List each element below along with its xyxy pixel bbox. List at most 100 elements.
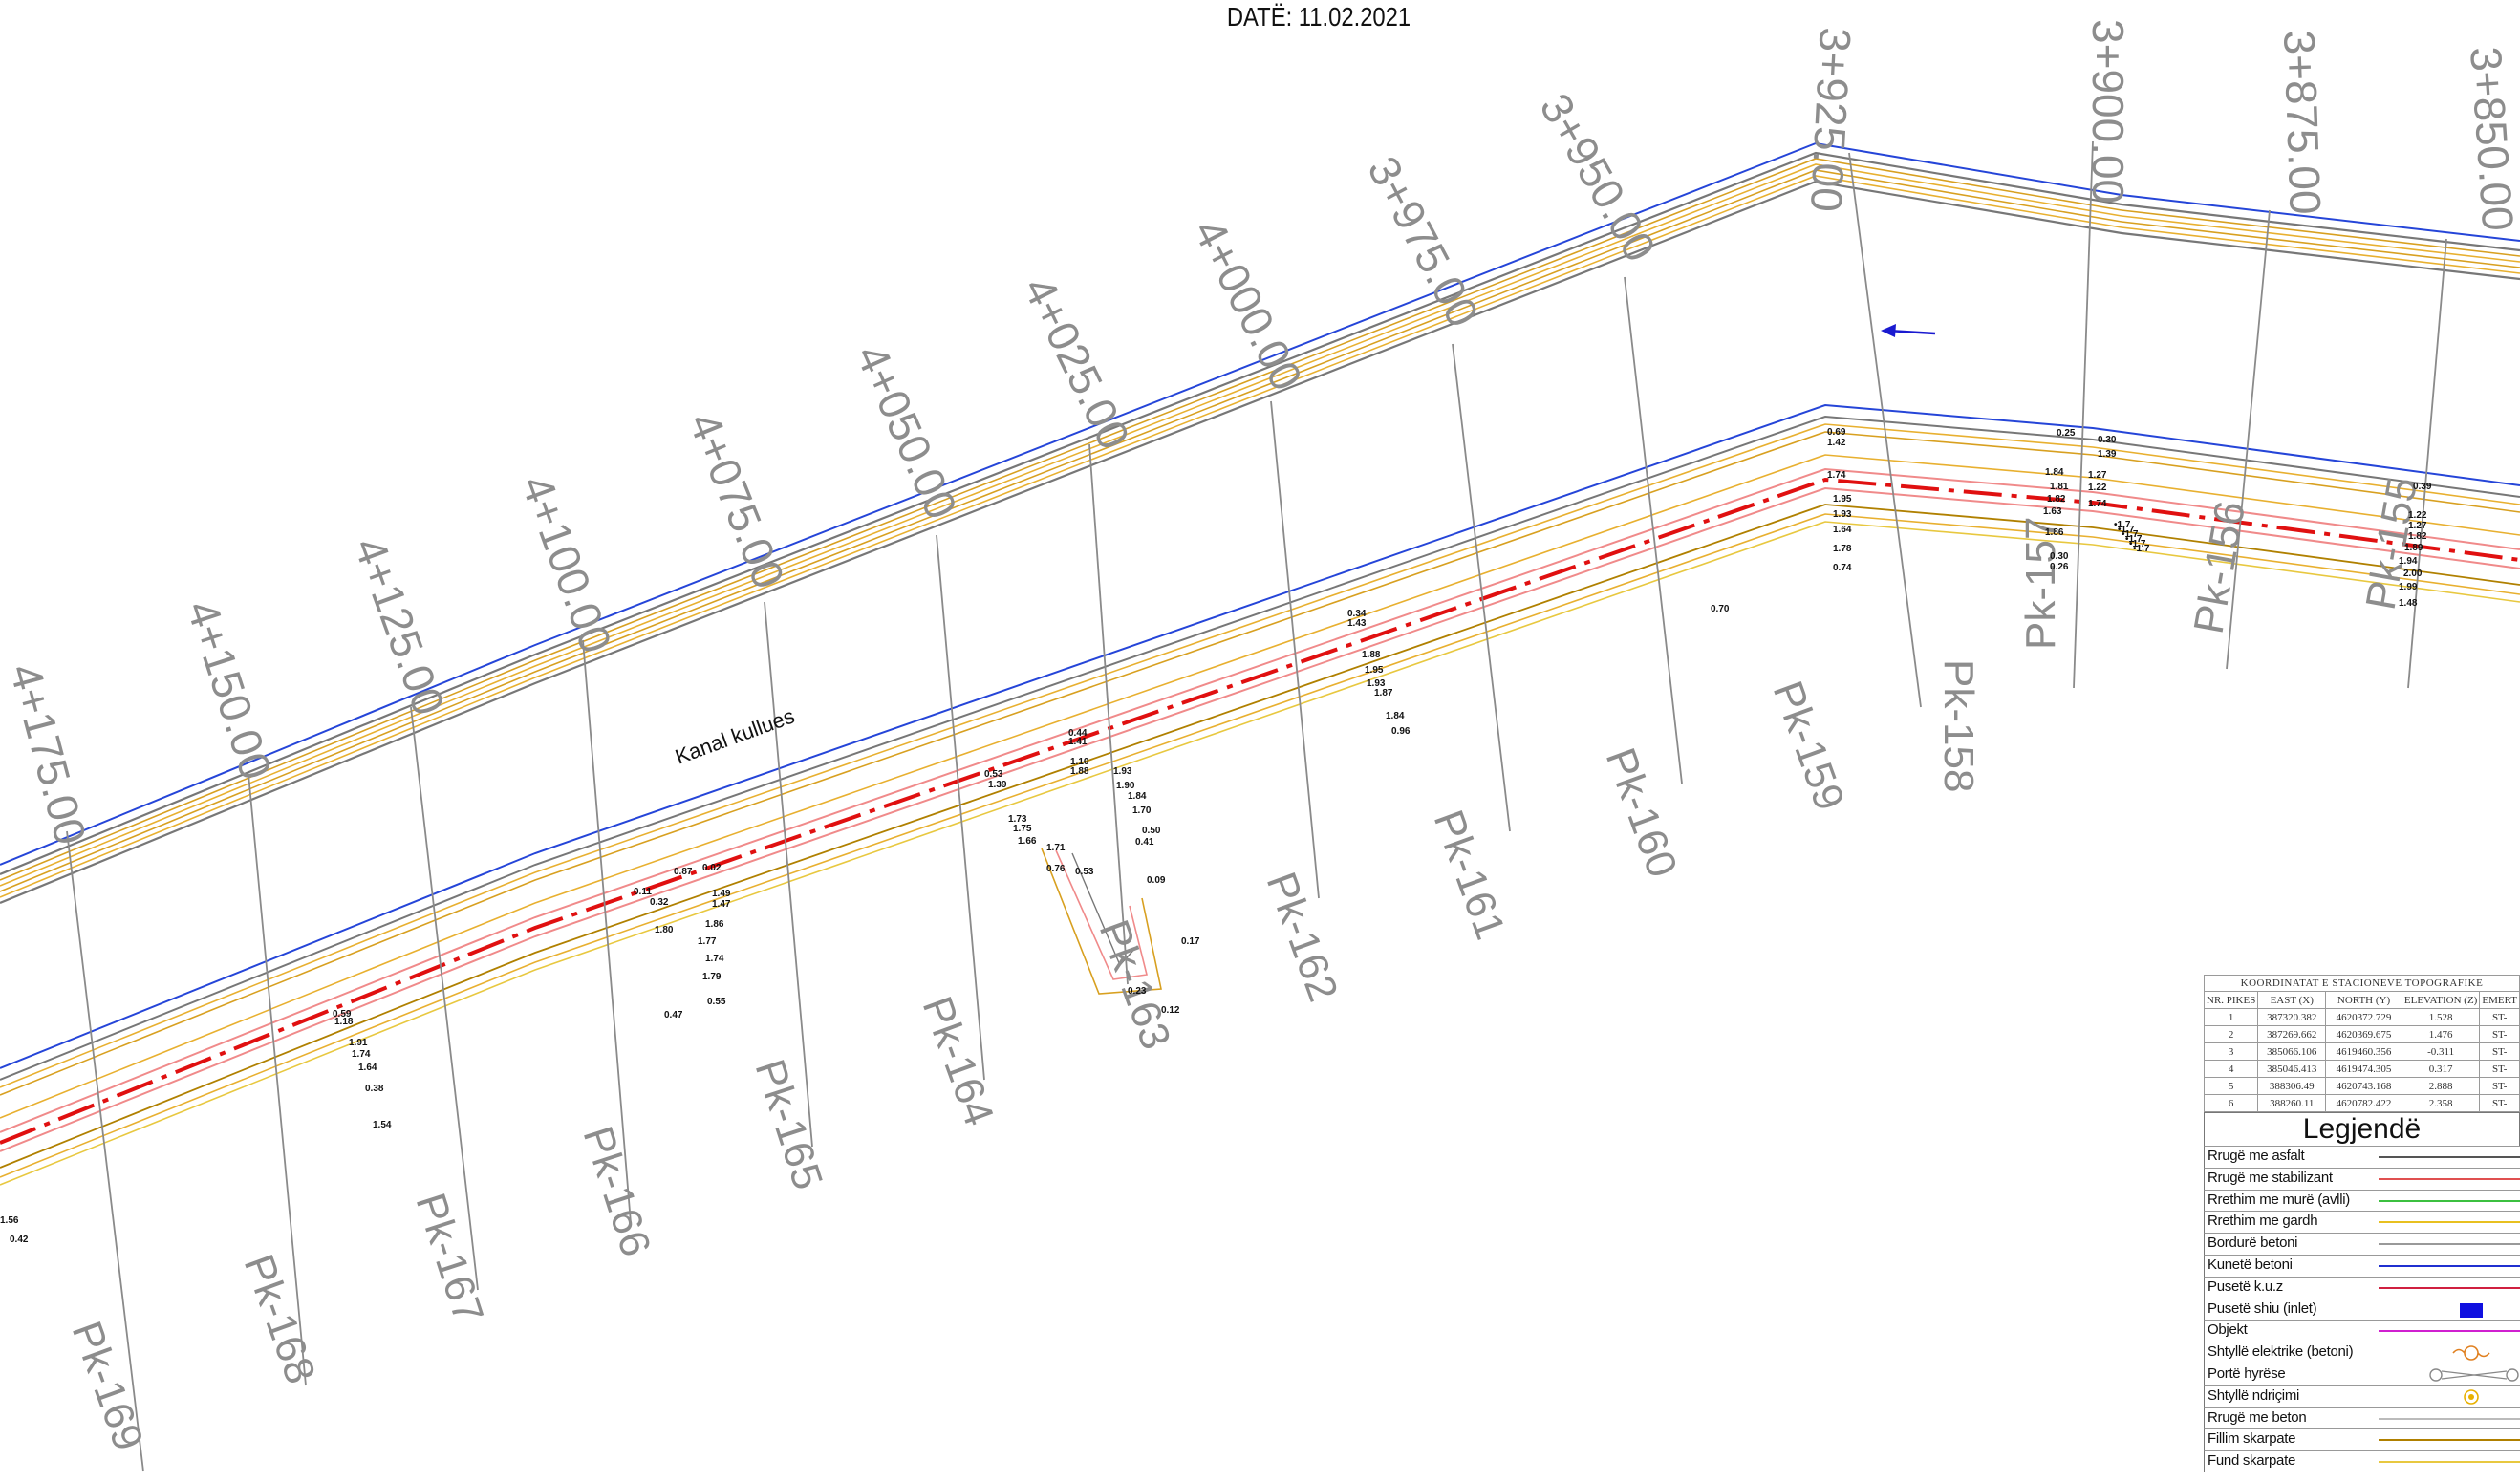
cross-section-lines xyxy=(66,140,2447,1472)
spot-elevation: 0.74 xyxy=(1833,563,1852,573)
station-cell: ST- xyxy=(2479,1042,2520,1061)
station-coordinates-table: KOORDINATAT E STACIONEVE TOPOGRAFIKE NR.… xyxy=(2203,975,2520,1112)
spot-elevation: 0.59 xyxy=(333,1009,352,1020)
station-row: 4 385046.413 4619474.305 0.317 ST- xyxy=(2203,1060,2520,1078)
upper-road-line xyxy=(0,180,2520,905)
spot-elevation: 1.86 xyxy=(2045,527,2064,538)
chainage-label: 4+100.00 xyxy=(512,469,622,659)
spot-elevation: 0.23 xyxy=(1128,986,1147,997)
chainage-label: 3+900.00 xyxy=(2083,19,2133,204)
cross-section-line xyxy=(2226,209,2271,670)
spot-elevation: 2.00 xyxy=(2403,569,2423,579)
legend-item-label: Kunetë betoni xyxy=(2208,1256,2293,1273)
header-name: EMERT xyxy=(2479,991,2520,1009)
cross-section-line xyxy=(1452,343,1511,832)
spot-elevation: 0.17 xyxy=(1181,936,1200,947)
station-cell: 4620369.675 xyxy=(2325,1025,2402,1043)
profile-label: Pk-156 xyxy=(2186,498,2254,637)
spot-elevation: 1.18 xyxy=(334,1017,354,1027)
legend-item: Shtyllë ndriçimi xyxy=(2204,1385,2520,1407)
spot-elevation: 1.27 xyxy=(2408,521,2427,531)
cross-section-line xyxy=(410,706,479,1291)
legend-item: Pusetë shiu (inlet) xyxy=(2204,1298,2520,1321)
gate-post-icon xyxy=(2429,1368,2443,1382)
upper-road-line xyxy=(0,169,2520,892)
spot-elevation: 0.50 xyxy=(1142,826,1161,836)
spot-elevation: 1.74 xyxy=(352,1049,371,1060)
spot-elevation: 0.39 xyxy=(2413,482,2432,492)
legend-item-label: Shtyllë ndriçimi xyxy=(2208,1386,2300,1404)
spot-elevation-cluster: •1.7 xyxy=(2125,534,2143,545)
spot-elevation-cluster: •1.7 xyxy=(2114,520,2131,530)
spot-elevation: 1.10 xyxy=(1070,757,1089,767)
chainage-label: 3+850.00 xyxy=(2461,45,2520,232)
cross-section-line xyxy=(1088,443,1129,985)
station-row: 3 385066.106 4619460.356 -0.311 ST- xyxy=(2203,1042,2520,1061)
legend-symbol-icon xyxy=(2379,1417,2520,1420)
lower-road-line xyxy=(0,521,2520,1186)
profile-label: Pk-160 xyxy=(1597,742,1687,884)
spot-elevation: 1.49 xyxy=(712,889,731,899)
spot-elevation: 0.02 xyxy=(702,863,722,873)
cross-section-line xyxy=(936,534,985,1081)
legend-item-label: Objekt xyxy=(2208,1321,2248,1339)
legend-item-label: Bordurë betoni xyxy=(2208,1235,2298,1252)
profile-label: Pk-163 xyxy=(1090,914,1180,1056)
spot-elevation: 0.30 xyxy=(2050,551,2069,562)
legend-item-label: Rrethim me gardh xyxy=(2208,1213,2318,1230)
station-cell: 2.888 xyxy=(2401,1077,2481,1095)
spot-elevation: 1.91 xyxy=(349,1038,368,1048)
profile-label: Pk-169 xyxy=(63,1316,153,1457)
station-row: 5 388306.49 4620743.168 2.888 ST- xyxy=(2203,1077,2520,1095)
spot-elevation-cluster: •1.7 xyxy=(2133,544,2150,554)
upper-road-line xyxy=(0,163,2520,887)
legend-symbol-icon xyxy=(2379,1243,2520,1246)
spot-elevation: 0.26 xyxy=(2050,562,2069,572)
spot-elevation: 1.71 xyxy=(1046,843,1066,853)
spot-elevation: 1.89 xyxy=(2404,543,2423,553)
legend-symbol-icon xyxy=(2379,1264,2520,1267)
header-north: NORTH (Y) xyxy=(2325,991,2402,1009)
legend-panel: Legjendë Rrugë me asfalt Rrugë me stabili… xyxy=(2204,1112,2520,1472)
flow-direction-arrowhead xyxy=(1881,324,1896,337)
chainage-label: 4+000.00 xyxy=(1184,211,1312,398)
spot-elevation: 1.56 xyxy=(0,1215,19,1226)
spot-elevation: 0.34 xyxy=(1347,609,1367,619)
spot-elevation-cluster: •1.7 xyxy=(2122,529,2139,540)
station-cell: 3 xyxy=(2203,1042,2259,1061)
chainage-label: 3+925.00 xyxy=(1801,26,1861,213)
spot-elevation: 1.84 xyxy=(1128,791,1147,802)
spot-elevation-cluster: •1.7 xyxy=(2118,525,2135,535)
legend-item: Objekt xyxy=(2204,1320,2520,1342)
spot-elevation: 0.42 xyxy=(10,1235,29,1245)
spot-elevation: 0.25 xyxy=(2057,428,2076,439)
spot-elevation: 1.39 xyxy=(988,780,1007,790)
legend-item: Pusetë k.u.z xyxy=(2204,1276,2520,1299)
legend-item: Fund skarpate xyxy=(2204,1450,2520,1472)
spot-elevation: 1.70 xyxy=(1132,805,1152,816)
station-cell: 1.476 xyxy=(2401,1025,2481,1043)
station-cell: 1 xyxy=(2203,1008,2259,1026)
drawing-date: DATË: 11.02.2021 xyxy=(1226,2,1411,32)
spot-elevation: 1.73 xyxy=(1008,814,1027,825)
profile-label: Pk-159 xyxy=(1764,676,1854,817)
upper-road-line xyxy=(0,158,2520,881)
profile-label: Pk-158 xyxy=(1935,659,1982,792)
chainage-label: 3+875.00 xyxy=(2274,30,2331,216)
legend-symbol-icon xyxy=(2379,1156,2520,1158)
station-cell: 388306.49 xyxy=(2257,1077,2327,1095)
profile-label: Pk-168 xyxy=(235,1249,325,1390)
station-cell: 5 xyxy=(2203,1077,2259,1095)
legend-title: Legjendë xyxy=(2204,1112,2520,1146)
drainage-pocket-line xyxy=(1041,848,1162,995)
spot-elevation: 1.81 xyxy=(2050,482,2069,492)
station-cell: -0.311 xyxy=(2401,1042,2481,1061)
spot-elevation: 1.88 xyxy=(1362,650,1381,660)
cross-section-line xyxy=(2407,238,2447,689)
station-cell: 4619460.356 xyxy=(2325,1042,2402,1061)
profile-label: Pk-157 xyxy=(2017,517,2064,650)
spot-elevation: 1.95 xyxy=(1365,665,1384,676)
spot-elevation: 0.53 xyxy=(1075,867,1094,877)
station-row: 2 387269.662 4620369.675 1.476 ST- xyxy=(2203,1025,2520,1043)
